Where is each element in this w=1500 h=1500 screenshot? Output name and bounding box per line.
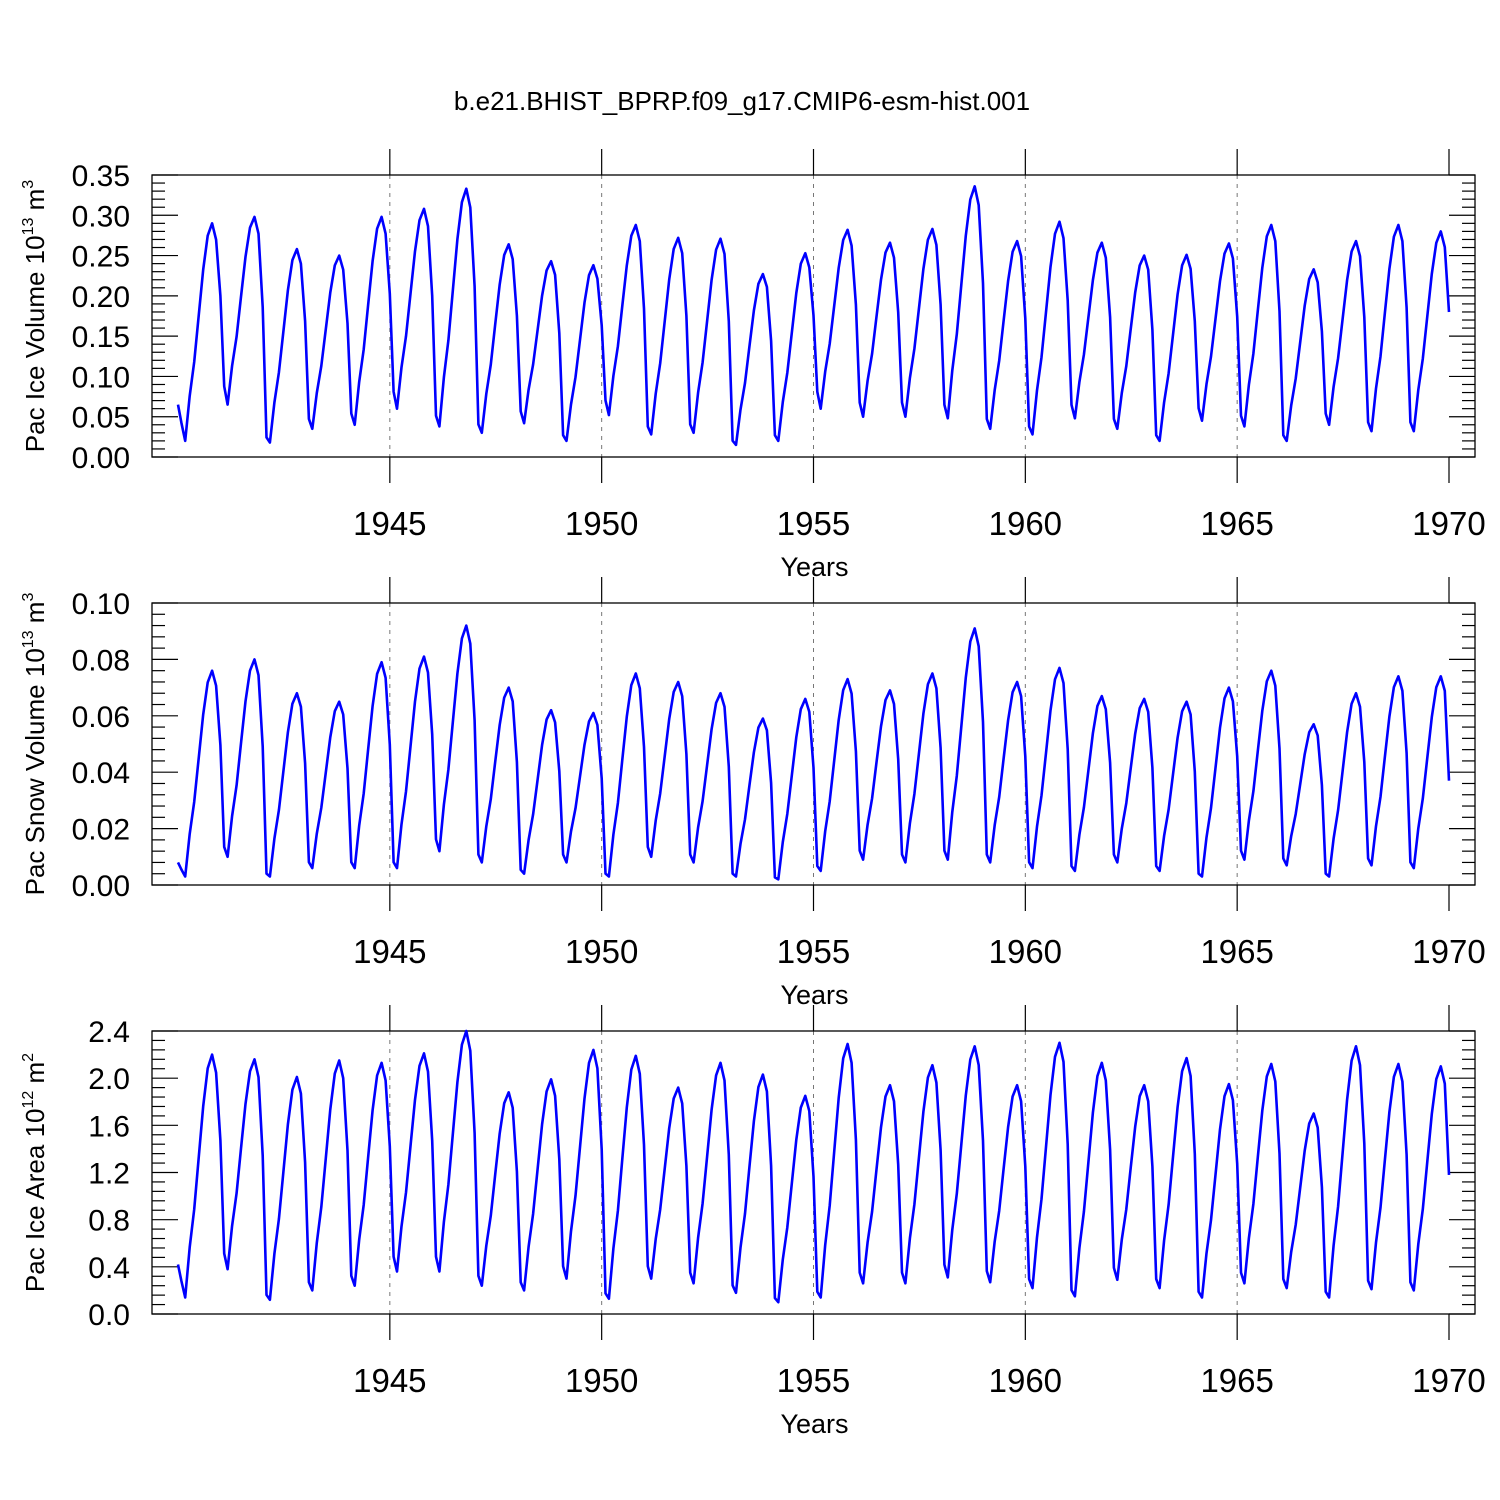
y-axis-label-exponent: 13 bbox=[20, 217, 37, 235]
x-tick-label: 1965 bbox=[1200, 505, 1273, 542]
chart-panel-3: 0.0 0.4 0.8 1.2 1.6 2.0 2.4 1945 1950 1955 1960 196… bbox=[20, 1005, 1486, 1439]
chart-title: b.e21.BHIST_BPRP.f09_g17.CMIP6-esm-hist.… bbox=[454, 86, 1030, 116]
x-tick-label: 1955 bbox=[777, 505, 850, 542]
series-line bbox=[176, 1029, 1451, 1304]
x-tick-label: 1955 bbox=[777, 1362, 850, 1399]
y-axis-label: Pac Ice Area 1012 m2 bbox=[20, 1053, 50, 1292]
y-tick-label: 0.00 bbox=[72, 442, 130, 475]
x-axis-label: Years bbox=[780, 552, 848, 582]
y-axis-label-text: Pac Ice Volume 10 bbox=[20, 235, 50, 452]
x-tick-label: 1955 bbox=[777, 933, 850, 970]
x-tick-label: 1970 bbox=[1412, 1362, 1485, 1399]
x-tick-label: 1950 bbox=[565, 1362, 638, 1399]
series-line bbox=[176, 185, 1451, 447]
x-tick-label: 1960 bbox=[989, 1362, 1062, 1399]
y-tick-label: 0.0 bbox=[88, 1299, 130, 1332]
x-tick-label: 1950 bbox=[565, 505, 638, 542]
y-tick-label: 2.4 bbox=[88, 1016, 130, 1049]
y-axis-label-unit-exponent: 3 bbox=[20, 593, 37, 602]
y-tick-label: 0.08 bbox=[72, 644, 130, 677]
y-tick-label: 0.35 bbox=[72, 160, 130, 193]
y-axis-label-exponent: 12 bbox=[20, 1091, 37, 1109]
x-axis-label: Years bbox=[780, 1409, 848, 1439]
y-axis-label-unit: m bbox=[20, 189, 50, 218]
y-tick-label: 0.25 bbox=[72, 241, 130, 274]
x-tick-label: 1945 bbox=[353, 1362, 426, 1399]
x-tick-label: 1970 bbox=[1412, 505, 1485, 542]
y-tick-label: 0.20 bbox=[72, 281, 130, 314]
chart-panel-2: 0.00 0.02 0.04 0.06 0.08 0.10 1945 1950 1955 1960… bbox=[20, 577, 1486, 1010]
x-tick-label: 1965 bbox=[1200, 933, 1273, 970]
y-tick-label: 0.4 bbox=[88, 1252, 130, 1285]
y-axis-label: Pac Ice Volume 1013 m3 bbox=[20, 180, 50, 453]
y-axis-label-unit: m bbox=[20, 602, 50, 631]
y-tick-label: 0.15 bbox=[72, 321, 130, 354]
y-tick-label: 2.0 bbox=[88, 1063, 130, 1096]
x-tick-label: 1960 bbox=[989, 505, 1062, 542]
y-axis-label: Pac Snow Volume 1013 m3 bbox=[20, 593, 50, 896]
x-tick-label: 1950 bbox=[565, 933, 638, 970]
x-tick-label: 1965 bbox=[1200, 1362, 1273, 1399]
y-tick-label: 0.10 bbox=[72, 361, 130, 394]
x-tick-label: 1945 bbox=[353, 505, 426, 542]
y-axis-label-exponent: 13 bbox=[20, 630, 37, 648]
x-axis-label: Years bbox=[780, 980, 848, 1010]
y-tick-label: 1.6 bbox=[88, 1110, 130, 1143]
y-axis-label-text: Pac Ice Area 10 bbox=[20, 1109, 50, 1293]
y-tick-label: 1.2 bbox=[88, 1158, 130, 1191]
x-tick-label: 1970 bbox=[1412, 933, 1485, 970]
y-axis-label-unit-exponent: 3 bbox=[20, 180, 37, 189]
x-tick-label: 1960 bbox=[989, 933, 1062, 970]
y-tick-label: 0.02 bbox=[72, 814, 130, 847]
y-axis-label-text: Pac Snow Volume 10 bbox=[20, 648, 50, 895]
y-tick-label: 0.06 bbox=[72, 701, 130, 734]
y-tick-label: 0.8 bbox=[88, 1205, 130, 1238]
y-tick-label: 0.05 bbox=[72, 402, 130, 435]
chart-panel-1: 0.00 0.05 0.10 0.15 0.20 0.25 0.30 0.35 1945 1950… bbox=[20, 149, 1486, 582]
y-axis-label-unit-exponent: 2 bbox=[20, 1053, 37, 1062]
y-tick-label: 0.04 bbox=[72, 757, 130, 790]
y-tick-label: 0.30 bbox=[72, 200, 130, 233]
y-tick-label: 0.00 bbox=[72, 870, 130, 903]
y-tick-label: 0.10 bbox=[72, 588, 130, 621]
y-axis-label-unit: m bbox=[20, 1062, 50, 1091]
series-line bbox=[176, 624, 1451, 881]
x-tick-label: 1945 bbox=[353, 933, 426, 970]
